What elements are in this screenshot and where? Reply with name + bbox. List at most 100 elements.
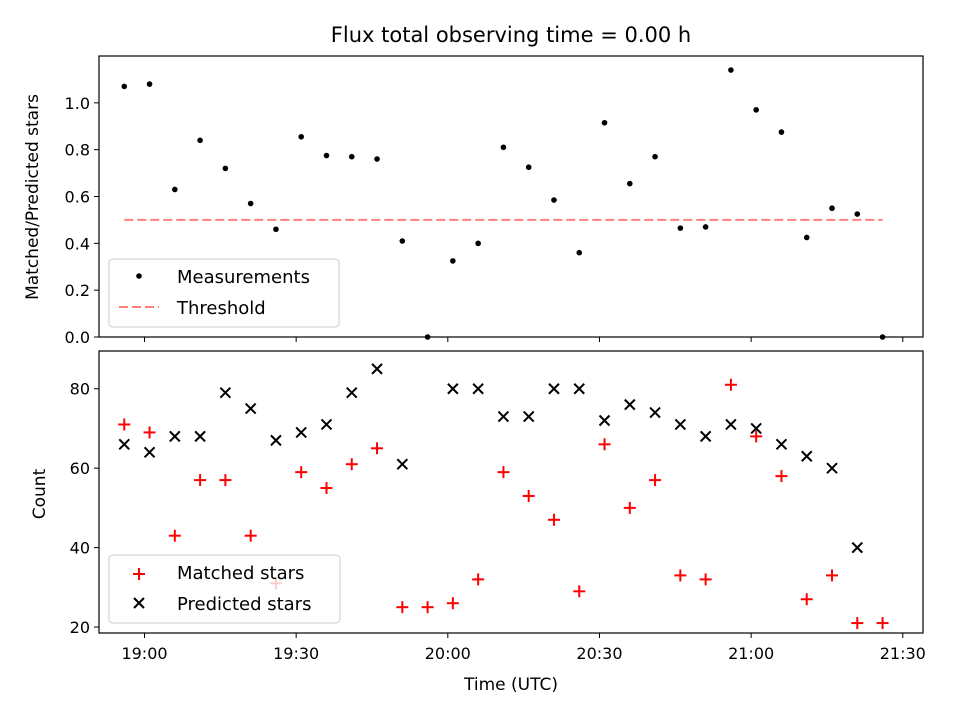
measurement-point xyxy=(374,156,380,162)
measurement-point xyxy=(728,67,734,73)
predicted-star-point xyxy=(851,541,863,554)
predicted-star-point xyxy=(497,410,510,423)
predicted-star-point xyxy=(371,363,383,375)
bottom-ytick-label: 60 xyxy=(70,459,90,478)
matched-star-point xyxy=(573,585,586,598)
matched-star-point xyxy=(219,474,232,487)
bottom-xtick-label: 20:00 xyxy=(425,644,471,663)
matched-star-point xyxy=(649,474,662,487)
predicted-star-point xyxy=(346,386,358,399)
matched-star-point xyxy=(244,529,257,542)
predicted-star-point xyxy=(598,414,611,427)
bottom-xtick-label: 19:30 xyxy=(273,644,319,663)
measurement-point xyxy=(323,152,330,159)
measurement-point xyxy=(753,107,759,113)
top-ytick-label: 0.4 xyxy=(65,234,90,253)
top-ytick-label: 0.8 xyxy=(65,141,90,160)
measurement-point xyxy=(197,137,203,144)
bottom-plot-area: 20 40 60 80 19:00 19:30 20:00 20:30 21:00 21:30 xyxy=(70,350,926,663)
bottom-xtick-label: 20:30 xyxy=(576,644,622,663)
bottom-legend-frame xyxy=(108,554,341,624)
legend-matched-label: Matched stars xyxy=(177,563,304,584)
top-legend: Measurements Threshold xyxy=(108,258,340,328)
measurement-point xyxy=(702,224,709,230)
predicted-star-point xyxy=(649,406,661,419)
matched-star-point xyxy=(472,573,485,586)
matched-star-point xyxy=(143,426,156,439)
legend-matched-marker xyxy=(133,568,145,580)
predicted-star-point xyxy=(447,383,459,395)
legend-measurements-label: Measurements xyxy=(177,267,310,288)
matched-star-point xyxy=(295,466,308,479)
legend-predicted-marker xyxy=(133,597,145,609)
matched-star-point xyxy=(522,489,535,502)
top-ytick-label: 0.0 xyxy=(65,328,90,347)
matched-star-point xyxy=(598,438,611,451)
measurement-point xyxy=(500,144,507,151)
bottom-ytick-label: 20 xyxy=(70,618,90,637)
measurement-point xyxy=(576,249,583,256)
matched-star-point xyxy=(826,569,839,582)
predicted-star-point xyxy=(143,446,156,458)
bottom-xtick-label: 21:00 xyxy=(728,644,774,663)
matched-star-point xyxy=(168,529,181,542)
top-ytick-label: 0.2 xyxy=(65,281,90,300)
measurement-point xyxy=(652,153,658,160)
bottom-legend: Matched stars Predicted stars xyxy=(108,554,341,624)
matched-star-point xyxy=(775,470,788,483)
measurement-point xyxy=(247,200,254,207)
measurement-point xyxy=(829,205,835,212)
predicted-star-point xyxy=(624,398,636,411)
legend-measurements-marker xyxy=(136,273,142,279)
measurement-point xyxy=(626,180,633,187)
predicted-star-point xyxy=(194,430,206,443)
top-ytick-label: 1.0 xyxy=(65,94,90,113)
matched-star-point xyxy=(446,597,459,610)
predicted-star-point xyxy=(548,383,560,395)
measurement-point xyxy=(525,164,532,171)
predicted-star-point xyxy=(750,422,762,435)
predicted-star-point xyxy=(219,386,232,399)
matched-star-point xyxy=(699,573,712,586)
matched-star-point xyxy=(497,466,510,479)
predicted-star-point xyxy=(725,418,737,431)
matched-star-point xyxy=(421,601,434,614)
top-plot-area: 0.0 0.2 0.4 0.6 0.8 1.0 xyxy=(65,55,924,347)
matched-star-point xyxy=(320,482,333,495)
measurement-point xyxy=(879,334,886,340)
bottom-ytick-label: 80 xyxy=(70,380,90,399)
measurement-point xyxy=(424,334,431,340)
predicted-star-point xyxy=(573,383,585,395)
predicted-star-point xyxy=(270,434,282,447)
matched-star-point xyxy=(118,418,131,431)
measurement-point xyxy=(677,225,684,231)
measurement-point xyxy=(273,226,279,233)
measurement-point xyxy=(854,211,861,217)
measurement-point xyxy=(146,81,153,87)
matched-star-point xyxy=(396,601,409,614)
measurement-point xyxy=(348,153,355,160)
top-ytick-label: 0.6 xyxy=(65,188,90,207)
predicted-star-point xyxy=(522,410,535,423)
bottom-plot-frame xyxy=(98,350,924,634)
bottom-chart-xlabel: Time (UTC) xyxy=(463,675,558,695)
predicted-star-point xyxy=(320,418,333,431)
matched-star-point xyxy=(674,569,687,582)
top-legend-frame xyxy=(108,258,340,328)
measurement-point xyxy=(399,238,406,244)
measurement-point xyxy=(298,133,305,140)
legend-threshold-label: Threshold xyxy=(176,298,266,319)
predicted-star-point xyxy=(801,450,813,462)
measurement-point xyxy=(172,186,178,193)
bottom-xtick-label: 19:00 xyxy=(121,644,167,663)
measurement-point xyxy=(803,234,810,241)
matched-star-point xyxy=(623,501,636,514)
matched-star-point xyxy=(851,617,864,630)
top-chart-title: Flux total observing time = 0.00 h xyxy=(331,23,691,47)
matched-star-point xyxy=(345,458,358,471)
predicted-star-point xyxy=(699,430,712,443)
predicted-star-point xyxy=(396,458,409,470)
predicted-star-point xyxy=(472,383,484,395)
matched-star-point xyxy=(876,617,889,630)
